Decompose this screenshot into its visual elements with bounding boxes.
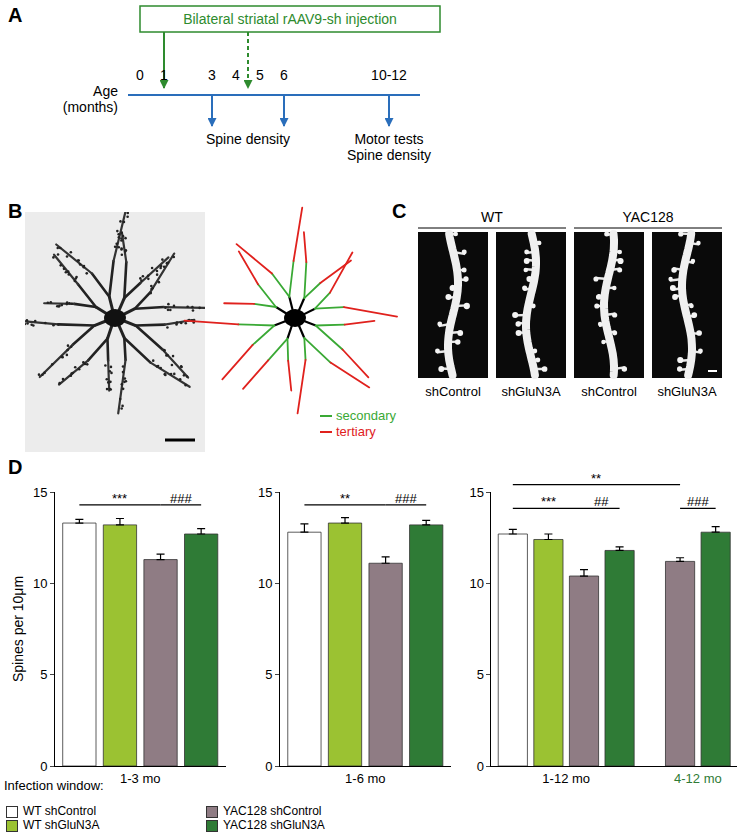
svg-text:shControl: shControl xyxy=(581,384,637,399)
svg-text:1: 1 xyxy=(160,67,168,83)
svg-text:15: 15 xyxy=(258,485,272,500)
svg-text:5: 5 xyxy=(477,667,484,682)
svg-text:10: 10 xyxy=(258,576,272,591)
svg-text:secondary: secondary xyxy=(336,408,396,423)
html-text:Infection window:: Infection window: xyxy=(4,778,104,793)
svg-text:Spine density: Spine density xyxy=(347,147,431,163)
html-text:A: A xyxy=(8,4,23,26)
svg-text:Bilateral striatal rAAV9-sh in: Bilateral striatal rAAV9-sh injection xyxy=(183,11,397,27)
svg-text:0: 0 xyxy=(477,759,484,774)
svg-text:WT: WT xyxy=(481,209,503,225)
svg-text:Age: Age xyxy=(93,83,118,99)
html-text:YAC128 shControl: YAC128 shControl xyxy=(223,804,322,818)
svg-text:1-6 mo: 1-6 mo xyxy=(345,771,385,786)
svg-text:###: ### xyxy=(395,491,417,506)
svg-text:##: ## xyxy=(594,494,609,509)
svg-text:tertiary: tertiary xyxy=(336,424,376,439)
svg-text:6: 6 xyxy=(280,67,288,83)
html-text:WT shControl: WT shControl xyxy=(23,804,97,818)
svg-text:4: 4 xyxy=(232,67,240,83)
html-text:YAC128 shGluN3A: YAC128 shGluN3A xyxy=(223,818,325,832)
svg-text:15: 15 xyxy=(469,485,483,500)
svg-text:15: 15 xyxy=(33,485,47,500)
svg-text:###: ### xyxy=(687,494,709,509)
svg-text:***: *** xyxy=(112,491,127,506)
svg-text:4-12 mo: 4-12 mo xyxy=(674,771,722,786)
svg-text:5: 5 xyxy=(256,67,264,83)
svg-text:10: 10 xyxy=(33,576,47,591)
html-text:C: C xyxy=(392,200,407,222)
svg-text:shGluN3A: shGluN3A xyxy=(657,384,717,399)
html-text:D: D xyxy=(8,456,23,478)
svg-text:**: ** xyxy=(591,471,601,486)
html-text:WT shGluN3A: WT shGluN3A xyxy=(23,818,100,832)
svg-text:5: 5 xyxy=(40,667,47,682)
svg-text:shControl: shControl xyxy=(425,384,481,399)
svg-text:(months): (months) xyxy=(63,99,118,115)
html-text:B: B xyxy=(8,200,23,222)
svg-text:10-12: 10-12 xyxy=(371,67,407,83)
svg-text:10: 10 xyxy=(469,576,483,591)
svg-text:3: 3 xyxy=(208,67,216,83)
svg-text:Spine density: Spine density xyxy=(206,131,290,147)
svg-text:0: 0 xyxy=(136,67,144,83)
svg-text:###: ### xyxy=(170,491,192,506)
svg-text:Motor tests: Motor tests xyxy=(354,131,423,147)
svg-text:shGluN3A: shGluN3A xyxy=(501,384,561,399)
svg-text:1-3 mo: 1-3 mo xyxy=(120,771,160,786)
svg-text:***: *** xyxy=(541,494,556,509)
svg-text:Spines per 10μm: Spines per 10μm xyxy=(10,576,26,682)
svg-text:1-12 mo: 1-12 mo xyxy=(542,771,590,786)
svg-text:YAC128: YAC128 xyxy=(622,209,673,225)
svg-text:**: ** xyxy=(340,491,350,506)
svg-text:0: 0 xyxy=(265,759,272,774)
svg-text:0: 0 xyxy=(40,759,47,774)
svg-text:5: 5 xyxy=(265,667,272,682)
